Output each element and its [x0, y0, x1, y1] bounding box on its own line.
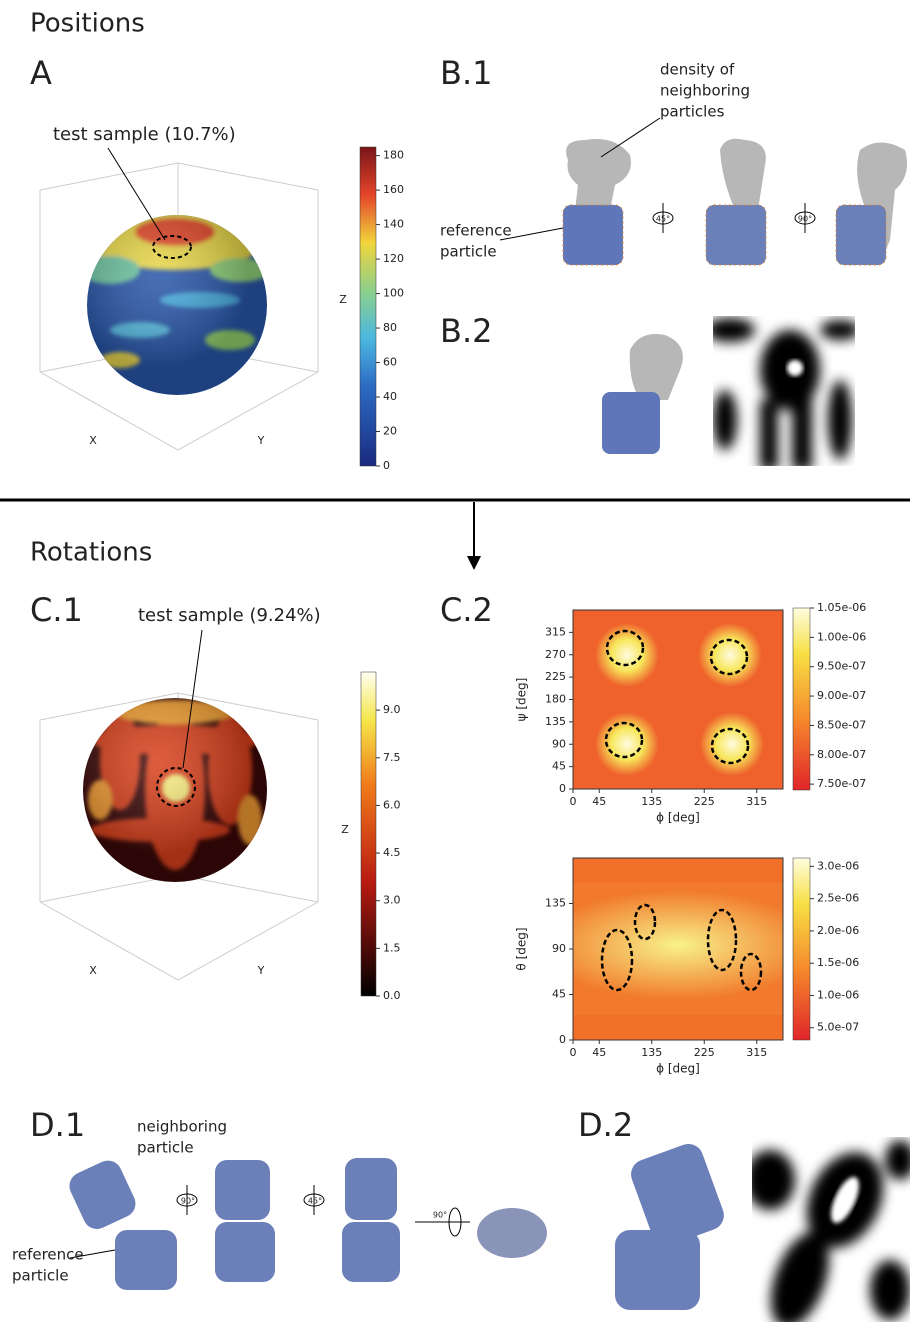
y-tick-label: 135	[545, 897, 566, 910]
y-tick-label: 0	[559, 782, 566, 795]
colorbar-tick-label: 40	[383, 390, 397, 403]
colorbar-tick-label: 9.0	[383, 703, 401, 716]
annotation: particle	[12, 1267, 69, 1285]
x-tick-label: 225	[694, 1046, 715, 1059]
colorbar-tick-label: 0	[383, 459, 390, 472]
annotation: particle	[440, 243, 497, 261]
x-tick-label: 45	[592, 795, 606, 808]
annotation: reference	[440, 222, 512, 240]
x-tick-label: 315	[746, 795, 767, 808]
colorbar-tick-label: 0.0	[383, 989, 401, 1002]
rotation-label: 90°	[433, 1211, 447, 1220]
axis-label: X	[89, 964, 97, 977]
y-axis-label: ψ [deg]	[515, 678, 529, 722]
colorbar-tick-label: 160	[383, 183, 404, 196]
annotation: reference	[12, 1246, 84, 1264]
y-tick-label: 90	[552, 737, 566, 750]
y-tick-label: 90	[552, 942, 566, 955]
colorbar-tick-label: 4.5	[383, 846, 401, 859]
colorbar-tick-label: 3.0e-06	[817, 859, 859, 872]
colorbar-tick-label: 5.0e-07	[817, 1021, 859, 1034]
axis-label: Y	[257, 434, 265, 447]
panel-label: B.2	[440, 312, 492, 350]
colorbar-tick-label: 6.0	[383, 798, 401, 811]
annotation: neighboring	[137, 1118, 227, 1136]
section-title: Positions	[30, 9, 145, 39]
y-tick-label: 315	[545, 625, 566, 638]
y-tick-label: 180	[545, 693, 566, 706]
panel-label: C.1	[30, 591, 83, 629]
colorbar-tick-label: 2.5e-06	[817, 892, 859, 905]
section-title: Rotations	[30, 538, 152, 568]
x-tick-label: 45	[592, 1046, 606, 1059]
rotation-label: 45°	[656, 215, 670, 224]
colorbar-tick-label: 20	[383, 425, 397, 438]
colorbar-tick-label: 1.0e-06	[817, 988, 859, 1001]
colorbar-tick-label: 180	[383, 149, 404, 162]
colorbar-tick-label: 3.0	[383, 894, 401, 907]
y-tick-label: 0	[559, 1033, 566, 1046]
annotation: particle	[137, 1139, 194, 1157]
y-tick-label: 270	[545, 648, 566, 661]
axis-label: Y	[257, 964, 265, 977]
colorbar-tick-label: 9.50e-07	[817, 660, 866, 673]
colorbar-tick-label: 120	[383, 252, 404, 265]
annotation: test sample (9.24%)	[138, 605, 321, 626]
y-tick-label: 135	[545, 715, 566, 728]
colorbar-tick-label: 8.00e-07	[817, 748, 866, 761]
colorbar-tick-label: 140	[383, 218, 404, 231]
colorbar-tick-label: 9.00e-07	[817, 689, 866, 702]
x-tick-label: 0	[570, 1046, 577, 1059]
y-axis-label: θ [deg]	[515, 927, 529, 970]
colorbar-tick-label: 1.00e-06	[817, 630, 866, 643]
panel-label: C.2	[440, 591, 493, 629]
colorbar-tick-label: 7.5	[383, 751, 401, 764]
y-tick-label: 225	[545, 670, 566, 683]
colorbar-tick-label: 1.5e-06	[817, 956, 859, 969]
panel-label: D.2	[578, 1106, 633, 1144]
colorbar-tick-label: 7.50e-07	[817, 777, 866, 790]
colorbar-tick-label: 1.5	[383, 941, 401, 954]
x-axis-label: ϕ [deg]	[656, 811, 700, 825]
colorbar-tick-label: 60	[383, 356, 397, 369]
x-tick-label: 135	[641, 1046, 662, 1059]
axis-label: X	[89, 434, 97, 447]
rotation-label: 90°	[798, 215, 812, 224]
x-tick-label: 0	[570, 795, 577, 808]
annotation: test sample (10.7%)	[53, 124, 236, 145]
y-tick-label: 45	[552, 760, 566, 773]
panel-label: D.1	[30, 1106, 85, 1144]
colorbar-tick-label: 2.0e-06	[817, 924, 859, 937]
axis-label: Z	[339, 293, 347, 306]
colorbar-tick-label: 1.05e-06	[817, 601, 866, 614]
figure: Positions Rotations A test sample (10.7%…	[0, 0, 910, 1322]
x-tick-label: 225	[694, 795, 715, 808]
colorbar-tick-label: 80	[383, 321, 397, 334]
rotation-label: 90°	[181, 1197, 195, 1206]
annotation: density of	[660, 61, 735, 79]
x-axis-label: ϕ [deg]	[656, 1062, 700, 1076]
x-tick-label: 135	[641, 795, 662, 808]
annotation: neighboring	[660, 82, 750, 100]
panel-label: B.1	[440, 54, 492, 92]
rotation-label: 45°	[308, 1197, 322, 1206]
annotation: particles	[660, 103, 725, 121]
panel-label: A	[30, 54, 52, 92]
axis-label: Z	[341, 823, 349, 836]
y-tick-label: 45	[552, 988, 566, 1001]
colorbar-tick-label: 8.50e-07	[817, 718, 866, 731]
colorbar-tick-label: 100	[383, 287, 404, 300]
x-tick-label: 315	[746, 1046, 767, 1059]
